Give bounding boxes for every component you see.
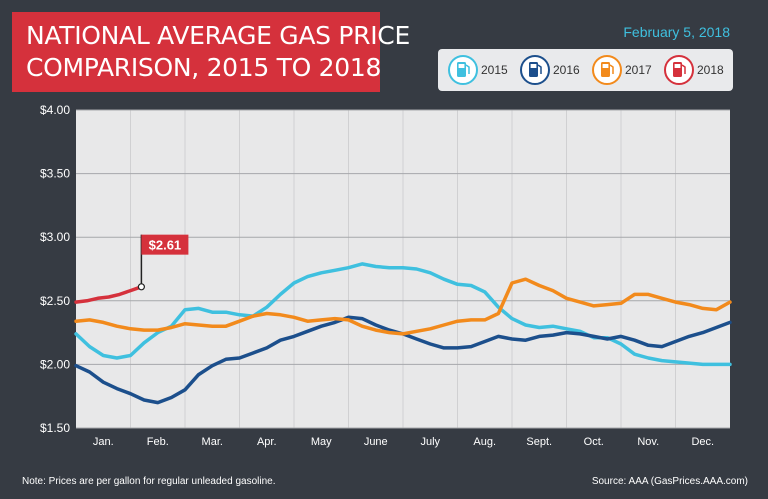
x-tick-label: May bbox=[311, 436, 332, 448]
chart-title-line-1: NATIONAL AVERAGE GAS PRICE bbox=[26, 21, 410, 50]
legend-item-2015: 2015 bbox=[448, 55, 512, 85]
x-tick-label: Apr. bbox=[257, 436, 277, 448]
y-tick-label: $2.50 bbox=[40, 294, 70, 308]
series-line-2015 bbox=[74, 262, 732, 367]
legend-swatch-2017 bbox=[592, 55, 622, 85]
x-tick-label: Mar. bbox=[202, 436, 223, 448]
x-tick-label: Sept. bbox=[526, 436, 552, 448]
x-tick-label: Feb. bbox=[147, 436, 169, 448]
x-tick-label: Jan. bbox=[93, 436, 114, 448]
y-tick-label: $3.00 bbox=[40, 230, 70, 244]
chart-title: NATIONAL AVERAGE GAS PRICE COMPARISON, 2… bbox=[12, 12, 410, 92]
y-tick-label: $4.00 bbox=[40, 103, 70, 117]
gas-pump-icon bbox=[529, 62, 542, 77]
legend-label-2018: 2018 bbox=[697, 63, 724, 77]
source-credit: Source: AAA (GasPrices.AAA.com) bbox=[591, 476, 748, 487]
chart-title-line-2: COMPARISON, 2015 TO 2018 bbox=[26, 53, 382, 82]
footnote: Note: Prices are per gallon for regular … bbox=[22, 476, 276, 487]
x-tick-label: Oct. bbox=[584, 436, 604, 448]
x-tick-label: June bbox=[364, 436, 388, 448]
legend-swatch-2015 bbox=[448, 55, 478, 85]
x-tick-label: Nov. bbox=[637, 436, 659, 448]
legend-item-2016: 2016 bbox=[520, 55, 584, 85]
y-tick-label: $3.50 bbox=[40, 167, 70, 181]
series-line-2018 bbox=[74, 285, 144, 304]
series-line-2017 bbox=[74, 277, 732, 336]
legend-swatch-2018 bbox=[664, 55, 694, 85]
x-tick-label: Aug. bbox=[473, 436, 496, 448]
y-tick-label: $2.00 bbox=[40, 357, 70, 371]
legend-label-2015: 2015 bbox=[481, 63, 508, 77]
y-tick-label: $1.50 bbox=[40, 421, 70, 435]
gas-pump-icon bbox=[673, 62, 686, 77]
legend-swatch-2016 bbox=[520, 55, 550, 85]
legend-label-2016: 2016 bbox=[553, 63, 580, 77]
legend: 2015 2016 2017 20 bbox=[438, 49, 733, 91]
legend-label-2017: 2017 bbox=[625, 63, 652, 77]
date-label: February 5, 2018 bbox=[623, 24, 730, 40]
x-tick-label: July bbox=[420, 436, 440, 448]
legend-item-2017: 2017 bbox=[592, 55, 656, 85]
x-tick-label: Dec. bbox=[691, 436, 714, 448]
annotation-point bbox=[137, 283, 145, 291]
annotation-flag bbox=[141, 234, 189, 255]
gas-pump-icon bbox=[601, 62, 614, 77]
annotation-label: $2.61 bbox=[149, 238, 182, 253]
legend-item-2018: 2018 bbox=[664, 55, 728, 85]
gas-pump-icon bbox=[457, 62, 470, 77]
